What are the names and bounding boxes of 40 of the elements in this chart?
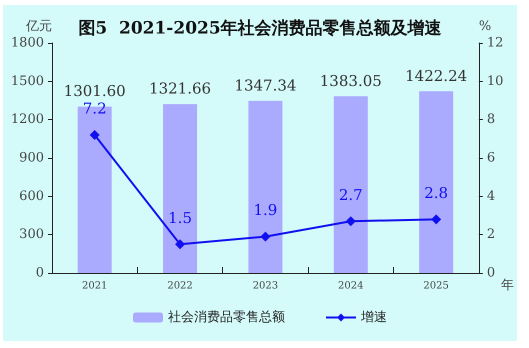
- data-label: 2.8: [424, 184, 448, 202]
- point: [260, 232, 270, 242]
- x-tick-label: 2021: [82, 280, 108, 292]
- data-label: 1347.34: [234, 76, 296, 94]
- x-tick-label: 2022: [167, 280, 193, 292]
- x-tick-label: 2025: [423, 280, 449, 292]
- x-tick-label: 2024: [338, 280, 364, 292]
- y-tick-label: 900: [19, 150, 44, 166]
- y-tick-label: 1500: [10, 74, 44, 89]
- chart-title: 图5 2021-2025年社会消费品零售总额及增速: [78, 18, 442, 38]
- y2-tick-label: 2: [486, 227, 496, 242]
- y-tick-label: 1800: [10, 36, 44, 50]
- y-axis-title: 亿元: [25, 19, 52, 34]
- y2-tick-label: 12: [486, 36, 504, 50]
- y2-tick-label: 4: [486, 188, 496, 204]
- data-label: 1301.60: [64, 82, 126, 100]
- point: [90, 130, 100, 140]
- data-label: 2.7: [338, 186, 363, 204]
- y2-axis-title: %: [478, 19, 492, 34]
- y2-tick-label: 8: [486, 112, 496, 128]
- point: [346, 216, 356, 226]
- y2-tick-label: 6: [486, 150, 496, 166]
- y-tick-label: 300: [19, 227, 44, 242]
- data-label: 1.9: [253, 201, 278, 220]
- data-label: 7.2: [82, 100, 107, 118]
- data-label: 1.5: [168, 208, 192, 227]
- point: [431, 214, 442, 224]
- y2-tick-label: 0: [486, 266, 496, 280]
- legend-label: 社会消费品零售总额: [168, 310, 285, 325]
- x-axis-title: 年: [501, 278, 514, 293]
- data-label: 1321.66: [149, 80, 212, 98]
- y2-tick-label: 10: [486, 74, 504, 89]
- y-tick-label: 600: [19, 188, 44, 204]
- point: [175, 239, 186, 250]
- y-tick-label: 1200: [10, 112, 44, 128]
- data-label: 1383.05: [320, 72, 382, 90]
- data-label: 1422.24: [405, 66, 468, 85]
- y-tick-label: 0: [36, 266, 44, 280]
- legend-label: 增速: [360, 310, 387, 325]
- x-tick-label: 2023: [252, 280, 278, 292]
